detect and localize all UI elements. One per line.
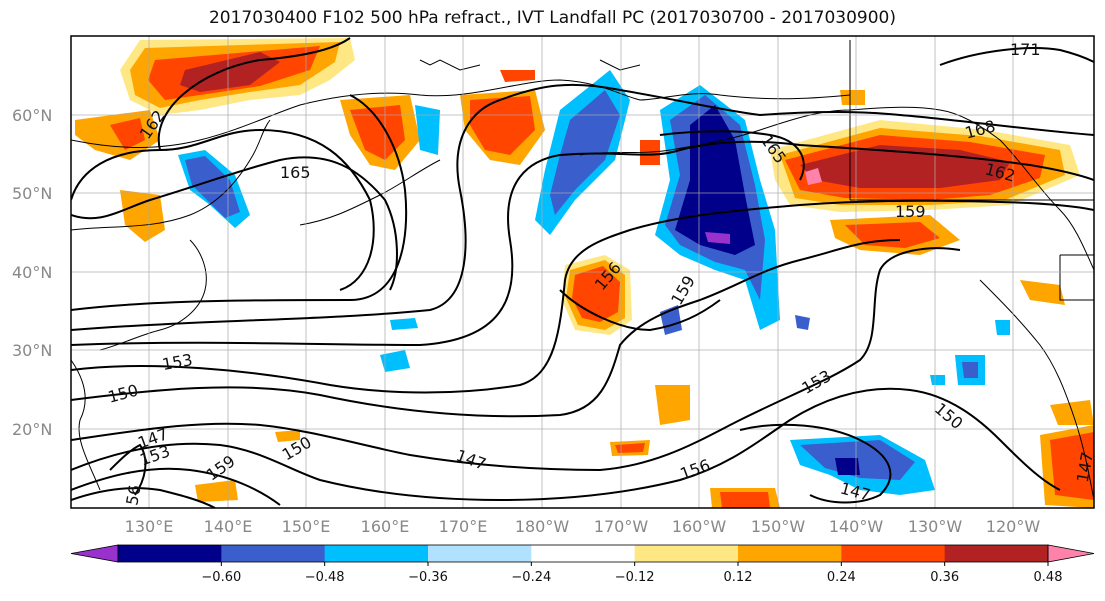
colorbar-swatch (531, 545, 636, 562)
lat-label: 60°N (12, 106, 52, 125)
lat-label: 50°N (12, 184, 52, 203)
colorbar-swatch (428, 545, 532, 562)
lon-label: 130°E (125, 517, 174, 536)
height-contours (71, 37, 1094, 508)
lat-label: 40°N (12, 263, 52, 282)
colorbar-tick-label: −0.48 (305, 570, 345, 585)
lon-label: 160°E (361, 517, 410, 536)
lon-label: 160°W (672, 517, 727, 536)
colorbar-tick-label: −0.12 (615, 570, 655, 585)
latitude-labels: 60°N 50°N 40°N 30°N 20°N (12, 106, 52, 439)
map-title: 2017030400 F102 500 hPa refract., IVT La… (208, 8, 896, 28)
contour-label: 147 (1073, 450, 1097, 483)
map-content: 171 165 162 168 165 162 159 159 156 153 … (71, 36, 1097, 508)
colorbar-tick-label: −0.36 (408, 570, 448, 585)
lon-label: 150°W (751, 517, 806, 536)
colorbar-frame (117, 544, 1049, 563)
longitude-labels: 130°E 140°E 150°E 160°E 170°E 180°W 170°… (125, 517, 1041, 536)
lat-label: 20°N (12, 420, 52, 439)
colorbar-tick-label: 0.48 (1034, 570, 1063, 585)
contour-label: 56 (122, 483, 144, 506)
contour-label: 159 (895, 202, 926, 221)
map-frame (70, 35, 1095, 509)
lon-label: 180°W (515, 517, 570, 536)
colorbar-swatch (841, 545, 946, 562)
colorbar-tick-label: 0.12 (724, 570, 753, 585)
coastlines (71, 40, 1094, 501)
colorbar-swatch (738, 545, 842, 562)
lon-label: 120°W (986, 517, 1041, 536)
colorbar-swatch (944, 545, 1049, 562)
colorbar-swatch (221, 545, 326, 562)
contour-label: 171 (1010, 40, 1041, 59)
colorbar-swatch (324, 545, 429, 562)
lon-label: 170°W (594, 517, 649, 536)
colorbar-extend-high (1047, 544, 1095, 563)
colorbar-tick-label: −0.60 (201, 570, 241, 585)
lon-label: 140°W (829, 517, 884, 536)
lon-label: 150°E (282, 517, 331, 536)
colorbar-tick-label: −0.24 (511, 570, 551, 585)
colorbar-tick-label: 0.36 (930, 570, 959, 585)
colorbar-swatch (634, 545, 739, 562)
lon-label: 140°E (204, 517, 253, 536)
colorbar-swatch (118, 545, 222, 562)
lat-label: 30°N (12, 341, 52, 360)
colorbar: −0.60 −0.48 −0.36 −0.24 −0.12 0.12 0.24 0.36 0.4… (70, 544, 1095, 585)
colorbar-extend-low (70, 544, 119, 563)
lon-label: 170°E (439, 517, 488, 536)
contour-label: 165 (280, 163, 311, 182)
colorbar-tick-label: 0.24 (827, 570, 856, 585)
lon-label: 130°W (908, 517, 963, 536)
graticule (71, 36, 1094, 508)
